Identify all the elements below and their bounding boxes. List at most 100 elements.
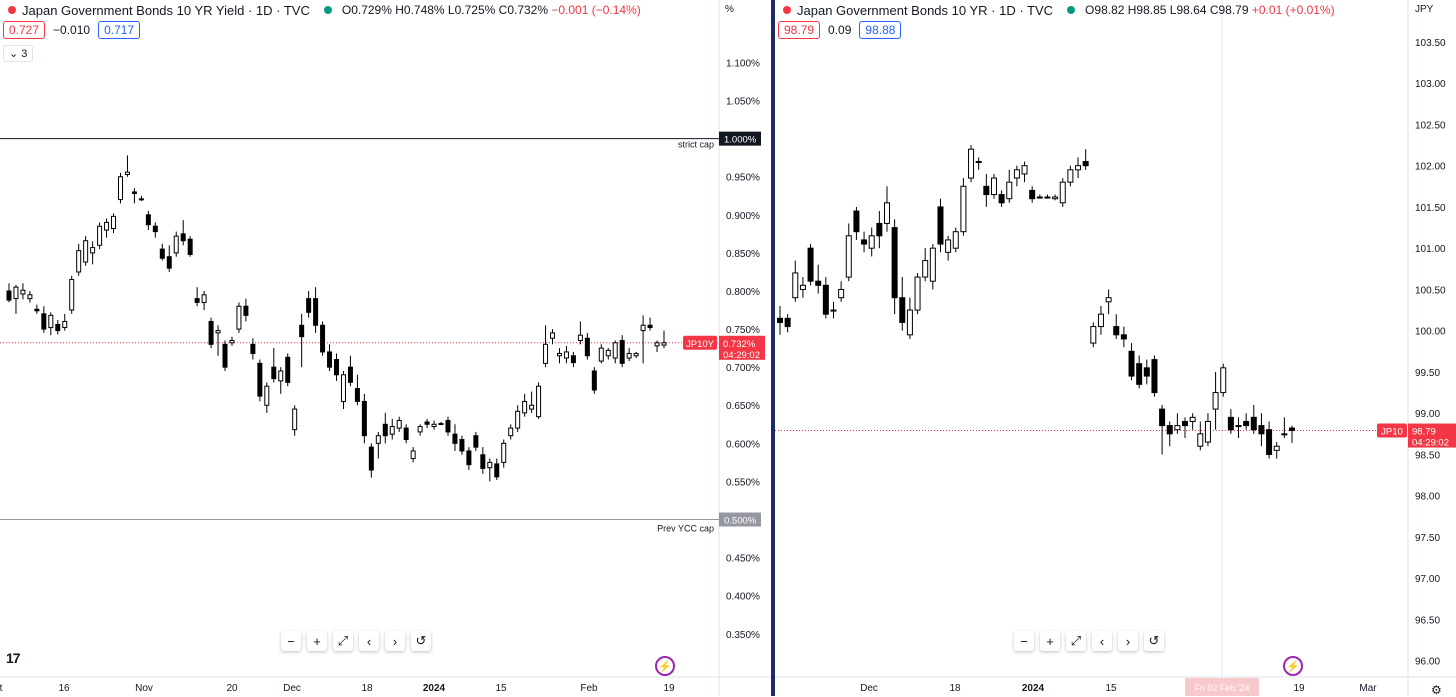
candle-body [13,286,19,300]
x-tick-label: Nov [135,683,153,694]
y-tick-label: 0.650% [726,401,760,412]
price-tag-label: 98.79 [1412,427,1436,438]
right-bid[interactable]: 98.79 [778,21,821,39]
crosshair-date-label: Fri 02 Feb '24 [1194,683,1249,693]
right-symbol-title[interactable]: Japan Government Bonds 10 YR · 1D · TVC [797,2,1054,18]
candle-body [459,439,465,452]
left-chart[interactable]: 1.100% 1.050% 1.000% 0.950% 0.900% 0.850% 0.80… [0,0,771,696]
scroll-right-button[interactable]: › [385,631,405,651]
right-unit-label[interactable]: JPY [1415,4,1434,15]
scroll-left-button[interactable]: ‹ [1092,631,1112,651]
x-tick-label: 20 [226,683,238,694]
candle-body [334,359,339,376]
reset-scale-button[interactable]: ⤢ [333,631,353,651]
candle-body [522,400,528,414]
live-dot [1067,6,1076,14]
candle-body [438,423,444,426]
candle-body [6,290,12,301]
candle-body [285,356,291,383]
settings-gear-icon[interactable]: ⚙ [1431,683,1442,697]
bolt-icon[interactable]: ⚡ [655,656,675,676]
candle-body [361,400,367,437]
candle-body [41,313,47,330]
x-tick-label: t [0,683,3,694]
x-tick-label: Dec [860,683,878,694]
candle-body [937,206,944,245]
price-tag-label: 0.732% [723,339,756,350]
candle-body [299,324,305,338]
right-chart[interactable]: 103.50 103.00 102.50 102.00 101.50 101.00 100.… [775,0,1456,696]
left-bid[interactable]: 0.727 [3,21,46,39]
y-tick-label: 0.400% [726,592,760,603]
candle-body [27,294,33,300]
candle-body [661,342,667,346]
left-symbol-title[interactable]: Japan Government Bonds 10 YR Yield · 1D … [22,2,310,18]
candle-body [784,317,791,328]
left-legend: Japan Government Bonds 10 YR Yield · 1D … [0,0,641,20]
reset-chart-button[interactable]: ↺ [411,631,431,651]
candle-body [876,222,883,237]
candle-body [1044,196,1051,199]
candle-body [354,387,360,402]
candle-body [990,177,997,196]
candle-body [347,366,353,383]
candle-body [83,240,89,263]
candle-body [1052,196,1059,200]
candle-body [76,250,82,273]
reset-scale-button[interactable]: ⤢ [1066,631,1086,651]
candle-body [1097,313,1104,328]
x-tick-label: 19 [1293,683,1305,694]
reset-chart-button[interactable]: ↺ [1144,631,1164,651]
candle-body [577,334,583,342]
candle-body [584,337,590,357]
candle-body [340,374,346,402]
candle-body [1021,165,1028,175]
bolt-icon[interactable]: ⚡ [1283,656,1303,676]
zoom-out-button[interactable]: − [1014,631,1034,651]
price-tag [1408,423,1456,448]
candle-body [1006,181,1013,200]
candle-body [250,343,256,354]
right-chart-pane[interactable]: 103.50 103.00 102.50 102.00 101.50 101.00 100.… [775,0,1456,696]
y-tick-label: 1.100% [726,58,760,69]
candle-body [792,272,799,299]
zoom-in-button[interactable]: + [307,631,327,651]
level-note: Prev YCC cap [657,524,714,534]
y-tick-label: 97.00 [1415,574,1440,585]
left-ask[interactable]: 0.717 [98,21,141,39]
scroll-right-button[interactable]: › [1118,631,1138,651]
y-tick-label: 0.700% [726,363,760,374]
candle-body [654,342,660,347]
candle-body [410,450,416,460]
pane-divider[interactable] [771,0,775,696]
right-legend: Japan Government Bonds 10 YR · 1D · TVC … [775,0,1335,20]
scroll-left-button[interactable]: ‹ [359,631,379,651]
right-ask[interactable]: 98.88 [859,21,902,39]
level-price-tag [719,512,761,527]
candle-body [480,454,486,469]
tradingview-logo[interactable]: 17 [6,650,21,666]
candle-body [1250,416,1257,431]
candle-body [403,427,409,441]
y-tick-label: 0.900% [726,211,760,222]
candle-body [1235,425,1242,428]
zoom-out-button[interactable]: − [281,631,301,651]
y-tick-label: 101.00 [1415,244,1446,255]
candle-body [1159,408,1166,427]
left-ohlc: O0.729% H0.748% L0.725% C0.732% −0.001 (… [341,3,641,17]
left-unit-label[interactable]: % [725,4,734,15]
candle-body [97,225,103,246]
left-chart-pane[interactable]: 1.100% 1.050% 1.000% 0.950% 0.900% 0.850% 0.80… [0,0,771,696]
candle-body [626,352,632,359]
candle-body [1090,326,1097,344]
candle-body [159,248,165,259]
candle-body [473,435,479,448]
indicator-collapse-button[interactable]: ⌄ 3 [3,45,34,62]
candle-body [515,410,521,429]
candle-body [619,340,625,364]
y-tick-label: 96.50 [1415,615,1440,626]
candle-body [550,332,556,339]
zoom-in-button[interactable]: + [1040,631,1060,651]
y-tick-label: 102.00 [1415,162,1446,173]
candle-body [445,419,451,433]
